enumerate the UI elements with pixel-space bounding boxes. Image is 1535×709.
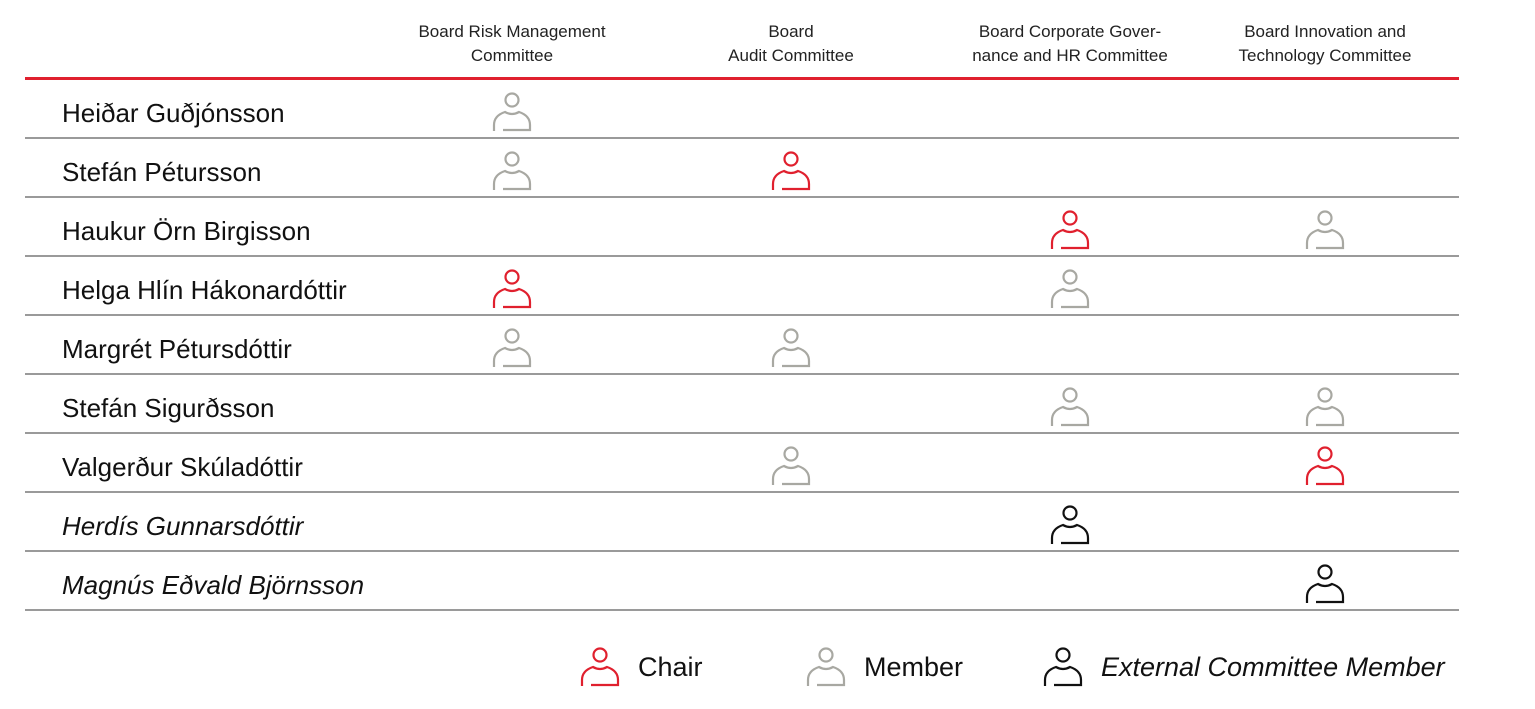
member-person-icon [771,328,811,368]
member-person-icon [1305,210,1345,250]
committee-header-line: Committee [470,46,554,65]
legend-item-member: Member [806,646,963,688]
external-person-icon [1305,564,1345,604]
table-row: Haukur Örn Birgisson [25,198,1459,257]
table-row: Valgerður Skúladóttir [25,434,1459,493]
chair-person-icon [1050,210,1090,250]
member-name: Margrét Pétursdóttir [62,334,292,364]
table-row: Herdís Gunnarsdóttir [25,493,1459,552]
committee-header: Board Audit Committee [661,20,921,68]
member-name: Haukur Örn Birgisson [62,216,311,246]
committee-header: Board Risk Management Committee [382,20,642,68]
committee-header: Board Corporate Gover-nance and HR Commi… [940,20,1200,68]
table-row: Stefán Sigurðsson [25,375,1459,434]
committee-header-line: Board Innovation and [1244,22,1406,41]
member-person-icon [492,328,532,368]
committee-header-line: Board [768,22,814,41]
table-row: Helga Hlín Hákonardóttir [25,257,1459,316]
external-person-icon [1050,505,1090,545]
committee-header-line: nance and HR Committee [972,46,1168,65]
table-row: Stefán Pétursson [25,139,1459,198]
table-row: Magnús Eðvald Björnsson [25,552,1459,611]
member-person-icon [492,151,532,191]
committee-header-line: Technology Committee [1238,46,1412,65]
member-name: Stefán Pétursson [62,157,262,187]
member-name: Valgerður Skúladóttir [62,452,303,482]
member-person-icon [492,92,532,132]
member-name: Heiðar Guðjónsson [62,98,285,128]
member-person-icon [806,647,846,687]
table-row: Margrét Pétursdóttir [25,316,1459,375]
chair-person-icon [492,269,532,309]
table-row: Heiðar Guðjónsson [25,80,1459,139]
committee-header-line: Board Corporate Gover- [978,22,1162,41]
member-person-icon [1305,387,1345,427]
chair-person-icon [580,647,620,687]
member-person-icon [1050,269,1090,309]
chair-person-icon [1305,446,1345,486]
chair-person-icon [771,151,811,191]
member-name: Stefán Sigurðsson [62,393,275,423]
legend-label: External Committee Member [1101,651,1445,682]
member-name: Magnús Eðvald Björnsson [62,570,365,600]
member-name: Helga Hlín Hákonardóttir [62,275,347,305]
member-person-icon [771,446,811,486]
legend-item-chair: Chair [580,646,703,688]
legend-label: Chair [638,651,703,682]
committee-header-line: Board Risk Management [418,22,606,41]
member-name: Herdís Gunnarsdóttir [62,511,304,541]
external-person-icon [1043,647,1083,687]
committee-header-line: Audit Committee [728,46,854,65]
legend-item-external: External Committee Member [1043,646,1445,688]
committee-header: Board Innovation and Technology Committee [1195,20,1455,68]
member-person-icon [1050,387,1090,427]
header-rule [25,77,1459,80]
legend-label: Member [864,651,964,682]
